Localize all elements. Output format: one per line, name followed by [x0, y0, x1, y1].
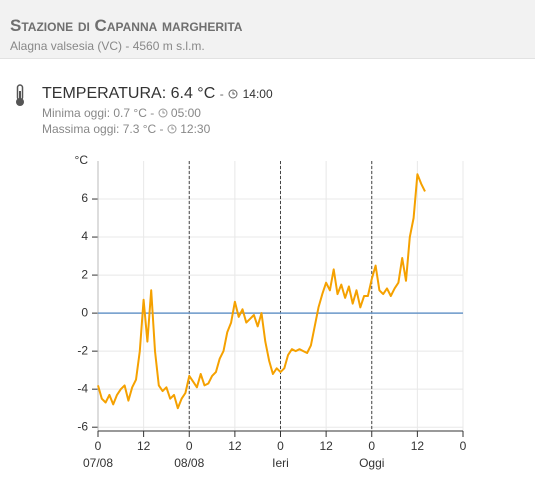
current-time: 14:00 [242, 87, 273, 101]
y-tick-label: 6 [81, 191, 88, 205]
separator: - [219, 87, 224, 101]
y-tick-label: 4 [81, 229, 88, 243]
station-title: Stazione di Capanna margherita [10, 16, 243, 35]
x-tick-label: 0 [368, 439, 375, 453]
day-label: Ieri [272, 456, 289, 470]
separator: - [150, 106, 155, 120]
minimum-value: 0.7 °C [113, 106, 147, 120]
current-temperature: TEMPERATURA: 6.4 °C - 14:00 [42, 85, 273, 103]
day-label: 08/08 [174, 456, 204, 470]
x-tick-label: 0 [95, 439, 102, 453]
x-tick-label: 12 [228, 439, 242, 453]
x-tick-label: 12 [137, 439, 151, 453]
temperature-line [97, 173, 426, 410]
clock-icon [228, 89, 238, 99]
y-tick-label: 0 [81, 305, 88, 319]
thermometer-icon [16, 84, 24, 106]
current-value: 6.4 °C [170, 85, 216, 102]
minimum-row: Minima oggi: 0.7 °C - 05:00 [42, 106, 201, 120]
header: Stazione di Capanna margherita Alagna va… [0, 0, 535, 59]
x-tick-label: 12 [411, 439, 425, 453]
maximum-time: 12:30 [180, 122, 211, 136]
y-unit: °C [75, 153, 89, 167]
minimum-label: Minima oggi: [42, 106, 111, 120]
x-tick-label: 12 [319, 439, 333, 453]
station-subtitle: Alagna valsesia (VC) - 4560 m s.l.m. [10, 39, 205, 53]
y-tick-label: 2 [81, 267, 88, 281]
x-tick-label: 0 [460, 439, 467, 453]
maximum-label: Massima oggi: [42, 122, 120, 136]
maximum-value: 7.3 °C [122, 122, 157, 136]
clock-icon [167, 124, 177, 134]
day-label: Oggi [359, 456, 384, 470]
clock-icon [158, 108, 168, 118]
current-label: TEMPERATURA: [42, 85, 167, 102]
day-label: 07/08 [83, 456, 113, 470]
maximum-row: Massima oggi: 7.3 °C - 12:30 [42, 122, 210, 136]
y-tick-label: -2 [77, 343, 88, 357]
y-tick-label: -4 [77, 381, 88, 395]
x-tick-label: 0 [186, 439, 193, 453]
minimum-time: 05:00 [170, 106, 201, 120]
y-tick-label: -6 [77, 419, 88, 433]
x-tick-label: 0 [277, 439, 284, 453]
separator: - [159, 122, 164, 136]
